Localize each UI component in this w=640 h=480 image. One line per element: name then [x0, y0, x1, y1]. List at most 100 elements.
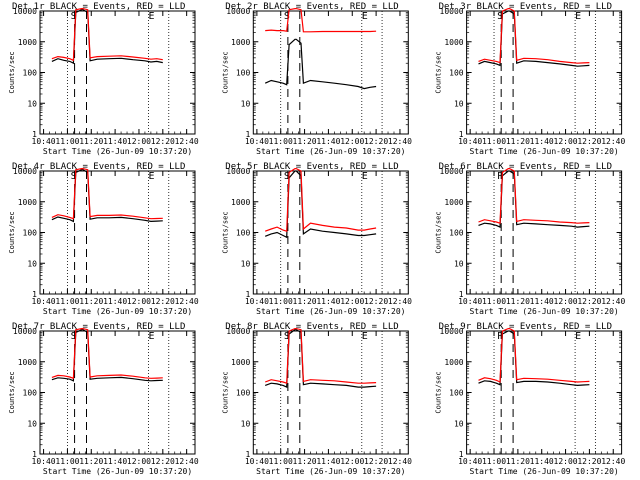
x-tick-label: 12:00 — [340, 297, 364, 306]
x-tick-label: 10:40 — [245, 297, 269, 306]
chart-title: Det 6r BLACK = Events, RED = LLD — [439, 162, 612, 172]
y-tick-label: 1 — [459, 290, 464, 299]
x-tick-label: 11:40 — [316, 457, 340, 466]
x-tick-label: 12:40 — [388, 457, 412, 466]
x-tick-label: 12:20 — [364, 137, 388, 146]
x-tick-label: 11:40 — [103, 457, 127, 466]
x-tick-label: 12:00 — [127, 137, 151, 146]
x-tick-label: 11:40 — [316, 137, 340, 146]
chart-title: Det 9r BLACK = Events, RED = LLD — [439, 322, 612, 332]
x-axis-label: Start Time (26-Jun-09 10:37:20) — [469, 307, 618, 316]
x-tick-label: 12:20 — [151, 457, 175, 466]
x-tick-label: 10:40 — [32, 297, 56, 306]
series-events-line — [264, 38, 377, 90]
x-axis-label: Start Time (26-Jun-09 10:37:20) — [256, 147, 405, 156]
marker-label: E — [362, 331, 368, 342]
y-axis-label: Counts/sec — [435, 51, 443, 93]
y-tick-label: 1 — [245, 450, 250, 459]
x-tick-label: 11:40 — [103, 137, 127, 146]
x-axis-label: Start Time (26-Jun-09 10:37:20) — [43, 147, 192, 156]
y-tick-label: 1000 — [444, 38, 463, 47]
y-axis-label: Counts/sec — [435, 211, 443, 253]
y-tick-label: 100 — [236, 389, 251, 398]
x-tick-label: 11:40 — [530, 297, 554, 306]
y-tick-label: 1000 — [18, 38, 37, 47]
x-tick-label: 11:00 — [55, 137, 79, 146]
x-tick-label: 12:00 — [127, 297, 151, 306]
y-tick-label: 10 — [454, 419, 464, 428]
y-tick-label: 10 — [454, 259, 464, 268]
x-tick-label: 11:20 — [293, 297, 317, 306]
series-events-line — [51, 169, 163, 223]
y-tick-label: 1 — [32, 450, 37, 459]
plot-frame — [466, 330, 623, 455]
plot-frame — [39, 10, 196, 135]
x-tick-label: 12:40 — [601, 297, 625, 306]
y-axis-label: Counts/sec — [8, 211, 16, 253]
x-tick-label: 11:40 — [530, 137, 554, 146]
x-tick-label: 11:20 — [506, 137, 530, 146]
marker-label: E — [362, 11, 368, 22]
x-tick-label: 11:40 — [530, 457, 554, 466]
series-lld-line — [51, 8, 163, 62]
x-tick-label: 11:20 — [506, 297, 530, 306]
x-axis-label: Start Time (26-Jun-09 10:37:20) — [43, 307, 192, 316]
y-axis-label: Counts/sec — [221, 371, 229, 413]
x-tick-label: 12:20 — [577, 457, 601, 466]
y-tick-label: 100 — [23, 229, 38, 238]
x-tick-label: 12:40 — [388, 137, 412, 146]
chart-title: Det 4r BLACK = Events, RED = LLD — [12, 162, 185, 172]
x-axis-label: Start Time (26-Jun-09 10:37:20) — [256, 467, 405, 476]
y-tick-label: 10000 — [226, 327, 250, 336]
x-axis-label: Start Time (26-Jun-09 10:37:20) — [469, 147, 618, 156]
x-tick-label: 12:00 — [340, 457, 364, 466]
x-tick-label: 12:20 — [577, 297, 601, 306]
y-tick-label: 1000 — [444, 198, 463, 207]
x-tick-label: 11:20 — [293, 137, 317, 146]
x-tick-label: 11:00 — [482, 457, 506, 466]
marker-label: S — [71, 331, 77, 342]
x-tick-label: 10:40 — [245, 457, 269, 466]
plot-frame — [252, 10, 409, 135]
y-tick-label: 10 — [27, 419, 37, 428]
marker-label: S — [497, 11, 503, 22]
x-tick-label: 12:20 — [151, 137, 175, 146]
y-tick-label: 10000 — [440, 7, 464, 16]
x-tick-label: 11:20 — [79, 137, 103, 146]
chart-title: Det 3r BLACK = Events, RED = LLD — [439, 2, 612, 12]
x-tick-label: 12:00 — [554, 137, 578, 146]
series-lld-line — [264, 328, 377, 385]
y-tick-label: 1000 — [18, 358, 37, 367]
y-tick-label: 10 — [27, 99, 37, 108]
marker-label: E — [575, 171, 581, 182]
series-lld-line — [265, 8, 377, 33]
chart-title: Det 1r BLACK = Events, RED = LLD — [12, 2, 185, 12]
series-events-line — [478, 330, 590, 387]
y-tick-label: 1000 — [231, 198, 250, 207]
series-events-line — [51, 329, 163, 382]
x-tick-label: 11:00 — [482, 297, 506, 306]
x-tick-label: 12:40 — [175, 297, 199, 306]
x-tick-label: 12:00 — [554, 297, 578, 306]
x-tick-label: 11:00 — [269, 297, 293, 306]
x-tick-label: 11:00 — [269, 137, 293, 146]
x-tick-label: 12:00 — [127, 457, 151, 466]
y-tick-label: 10000 — [226, 167, 250, 176]
marker-label: S — [71, 171, 77, 182]
y-axis-label: Counts/sec — [8, 371, 16, 413]
x-tick-label: 12:20 — [577, 137, 601, 146]
y-tick-label: 1 — [245, 130, 250, 139]
y-tick-label: 100 — [236, 69, 251, 78]
x-tick-label: 11:20 — [79, 297, 103, 306]
marker-label: E — [149, 11, 155, 22]
x-tick-label: 10:40 — [458, 137, 482, 146]
x-tick-label: 11:00 — [482, 137, 506, 146]
marker-label: E — [362, 171, 368, 182]
y-tick-label: 100 — [23, 69, 38, 78]
y-tick-label: 100 — [449, 69, 464, 78]
y-tick-label: 10 — [241, 259, 251, 268]
